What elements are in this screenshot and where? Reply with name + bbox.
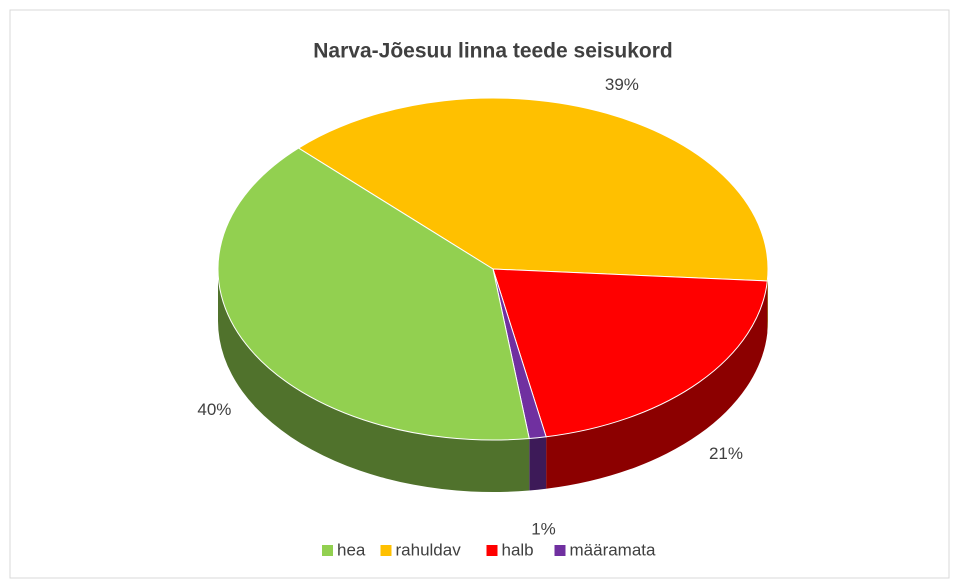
data-label: 1%	[531, 520, 556, 539]
legend-label: halb	[502, 540, 534, 559]
slice	[492, 268, 768, 438]
legend-label: hea	[337, 540, 366, 559]
slice-side	[218, 269, 530, 492]
slice-side	[529, 436, 547, 491]
data-label: 21%	[709, 444, 743, 463]
data-label: 39%	[605, 75, 639, 94]
legend-swatch	[554, 545, 566, 556]
legend-swatch	[486, 545, 498, 556]
legend-label: määramata	[570, 540, 657, 559]
data-label: 40%	[197, 400, 231, 419]
legend-swatch	[380, 545, 392, 556]
slice	[217, 147, 530, 441]
legend-label: rahuldav	[396, 540, 462, 559]
chart-title: Narva-Jõesuu linna teede seisukord	[313, 40, 672, 63]
legend-swatch	[322, 545, 333, 556]
slice-side	[767, 269, 768, 333]
slice-side	[546, 280, 768, 489]
slice	[297, 97, 769, 282]
